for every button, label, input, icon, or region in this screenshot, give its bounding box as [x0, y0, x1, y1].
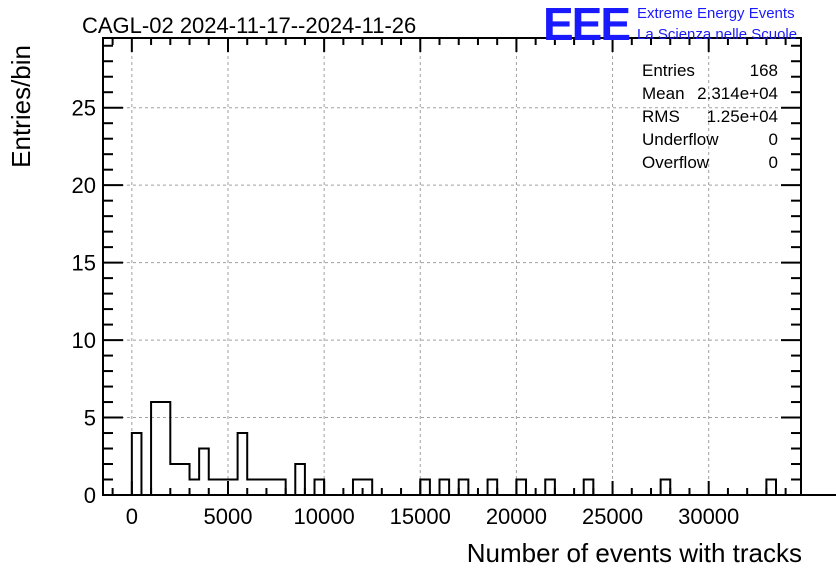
stats-underflow-label: Underflow: [642, 130, 719, 149]
eee-logo-mark: EEE: [543, 0, 629, 50]
y-tick-label-2: 10: [72, 328, 96, 353]
x-tick-label-4: 20000: [486, 504, 547, 529]
x-tick-label-3: 15000: [390, 504, 451, 529]
x-tick-label-6: 30000: [678, 504, 739, 529]
logo-line-2: La Scienza nelle Scuole: [637, 26, 797, 43]
stats-entries-label: Entries: [642, 61, 695, 80]
axis-ticks: [103, 38, 801, 496]
stats-underflow-value: 0: [769, 130, 778, 149]
stats-entries-value: 168: [750, 61, 778, 80]
stats-box: Entries 168 Mean 2.314e+04 RMS 1.25e+04 …: [642, 61, 778, 172]
y-tick-labels: 0 5 10 15 20 25: [72, 96, 96, 508]
grid-lines: [103, 38, 801, 495]
y-tick-label-4: 20: [72, 173, 96, 198]
x-tick-label-5: 25000: [582, 504, 643, 529]
y-tick-label-1: 5: [84, 406, 96, 431]
stats-mean-value: 2.314e+04: [697, 84, 778, 103]
stats-rms-label: RMS: [642, 107, 680, 126]
plot-frame: [102, 37, 802, 496]
y-axis-title: Entries/bin: [6, 45, 36, 168]
stats-mean-label: Mean: [642, 84, 685, 103]
chart-title: CAGL-02 2024-11-17--2024-11-26: [82, 13, 416, 38]
x-tick-label-0: 0: [126, 504, 138, 529]
x-tick-label-2: 10000: [294, 504, 355, 529]
eee-logo: EEE Extreme Energy Events La Scienza nel…: [543, 0, 797, 50]
x-axis-title: Number of events with tracks: [467, 538, 802, 568]
stats-rms-value: 1.25e+04: [707, 107, 778, 126]
x-tick-label-1: 5000: [204, 504, 253, 529]
y-tick-label-3: 15: [72, 251, 96, 276]
x-tick-labels: 0 5000 10000 15000 20000 25000 30000: [126, 504, 740, 529]
stats-overflow-label: Overflow: [642, 153, 710, 172]
logo-line-1: Extreme Energy Events: [637, 5, 795, 22]
y-tick-label-0: 0: [84, 483, 96, 508]
y-tick-label-5: 25: [72, 96, 96, 121]
stats-overflow-value: 0: [769, 153, 778, 172]
